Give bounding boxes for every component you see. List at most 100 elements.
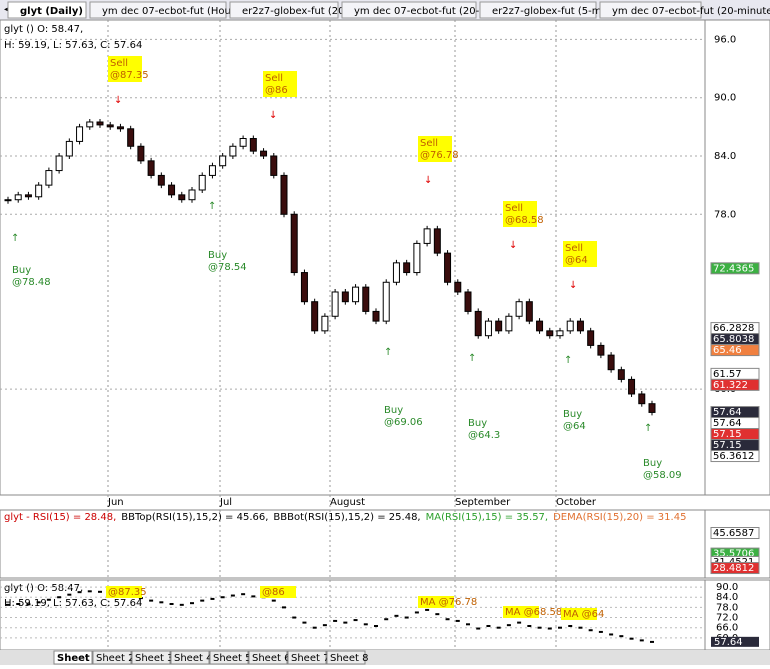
mini-bar: [251, 595, 256, 598]
sheet-tab-label[interactable]: Sheet 6: [252, 653, 290, 664]
mini-tag: @87.35: [108, 587, 147, 598]
candle: [35, 184, 43, 198]
tab-label[interactable]: ym dec 07-ecbot-fut (Hourly): [102, 6, 248, 17]
candle: [157, 174, 165, 186]
candle: [96, 121, 104, 126]
indicator-header: DEMA(RSI(15),20) = 31.45: [553, 512, 686, 523]
sell-arrow: ↓: [114, 95, 122, 106]
month-label: Jun: [107, 497, 124, 508]
mini-bar: [537, 626, 542, 629]
mini-bar: [57, 596, 62, 599]
sheet-tab-label[interactable]: Sheet 5: [213, 653, 251, 664]
candle: [45, 170, 53, 186]
candle: [587, 330, 595, 346]
tab-label[interactable]: er2z7-globex-fut (5-minute): [492, 6, 631, 17]
sell-label: Sell: [505, 203, 523, 214]
rsi-marker: [710, 562, 760, 575]
sheet-tab-label[interactable]: Sheet 2: [96, 653, 134, 664]
sell-arrow: ↓: [569, 280, 577, 291]
tab[interactable]: [479, 1, 597, 19]
buy-arrow: ↑: [564, 355, 572, 366]
price-marker-label: 57.15: [713, 440, 742, 451]
mini-tag-bg: [260, 586, 296, 598]
sheet-tab[interactable]: [248, 650, 288, 665]
sheet-tab[interactable]: [92, 650, 132, 665]
mini-last-label: 57.64: [714, 637, 743, 648]
candle: [525, 301, 533, 322]
candle: [24, 194, 32, 198]
mini-tick-label: 90.0: [716, 582, 738, 593]
mini-bar: [363, 623, 368, 626]
mini-tag-bg: [503, 606, 539, 618]
sheet-tab[interactable]: [287, 650, 327, 665]
sheet-tab[interactable]: [170, 650, 210, 665]
candle: [423, 228, 431, 244]
tab[interactable]: [89, 1, 227, 19]
candle: [260, 150, 268, 157]
sheet-tab-label[interactable]: Sheet 1: [57, 653, 100, 664]
mini-bar: [466, 623, 470, 626]
buy-label: Buy: [208, 250, 227, 261]
sheet-tab[interactable]: [209, 650, 249, 665]
mini-bar: [87, 590, 92, 593]
tab[interactable]: [7, 1, 87, 19]
y-tick-label: 84.0: [714, 151, 736, 162]
mini-bar: [98, 590, 102, 593]
mini-tag-bg: [561, 608, 597, 620]
candle: [607, 354, 615, 371]
tab[interactable]: [229, 1, 339, 19]
candle: [127, 128, 135, 147]
mini-bar: [6, 603, 10, 606]
tab-label[interactable]: ym dec 07-ecbot-fut (20-minute): [354, 6, 518, 17]
candle: [617, 369, 625, 380]
sheet-tab[interactable]: [131, 650, 171, 665]
buy-arrow: ↑: [644, 423, 652, 434]
tab-label[interactable]: ym dec 07-ecbot-fut (20-minute): [612, 6, 770, 17]
mini-bar: [16, 603, 21, 605]
mini-header: H: 59.19, L: 57.63, C: 57.64: [4, 598, 142, 609]
price-marker-label: 56.3612: [713, 451, 754, 462]
candle: [76, 126, 84, 142]
candle: [566, 320, 574, 332]
tab-label[interactable]: glyt (Daily): [20, 6, 83, 17]
price-marker-label: 57.15: [713, 429, 742, 440]
mini-bar: [220, 596, 225, 599]
sheet-tab[interactable]: [53, 650, 93, 665]
indicator-header: BBTop(RSI(15),15,2) = 45.66,: [121, 512, 268, 523]
candle: [280, 174, 288, 215]
mini-bar: [435, 613, 440, 616]
month-label: Jul: [219, 497, 232, 508]
candle: [341, 291, 349, 303]
sheet-tab[interactable]: [326, 650, 366, 665]
mini-bar: [179, 603, 184, 606]
rsi-marker-label: 28.4812: [713, 563, 754, 574]
sheet-tab-label[interactable]: Sheet 3: [135, 653, 173, 664]
mini-bar: [445, 618, 450, 621]
mini-header: glyt () O: 58.47,: [4, 583, 83, 594]
candle: [474, 310, 482, 337]
sell-arrow: ↓: [269, 110, 277, 121]
tab[interactable]: [599, 1, 702, 19]
mini-bar: [292, 616, 297, 619]
mini-bar: [190, 602, 194, 605]
candle: [495, 320, 503, 332]
buy-label: Buy: [563, 409, 582, 420]
tab-label[interactable]: er2z7-globex-fut (20-minute): [242, 6, 387, 17]
candle: [147, 160, 155, 176]
mini-bar: [568, 625, 573, 627]
mini-bar: [210, 597, 215, 600]
candle: [576, 320, 584, 332]
mini-bar: [282, 606, 286, 609]
mini-bar: [374, 625, 378, 627]
tab[interactable]: [341, 1, 477, 19]
candle: [403, 262, 411, 274]
header-line: H: 59.19, L: 57.63, C: 57.64: [4, 40, 142, 51]
sheet-tab-label[interactable]: Sheet 8: [330, 653, 368, 664]
mini-bar: [46, 598, 51, 601]
candle: [464, 291, 472, 312]
candle: [648, 403, 656, 413]
candle: [484, 320, 492, 337]
candle: [372, 310, 380, 322]
sheet-tab-label[interactable]: Sheet 7: [291, 653, 329, 664]
sheet-tab-label[interactable]: Sheet 4: [174, 653, 212, 664]
